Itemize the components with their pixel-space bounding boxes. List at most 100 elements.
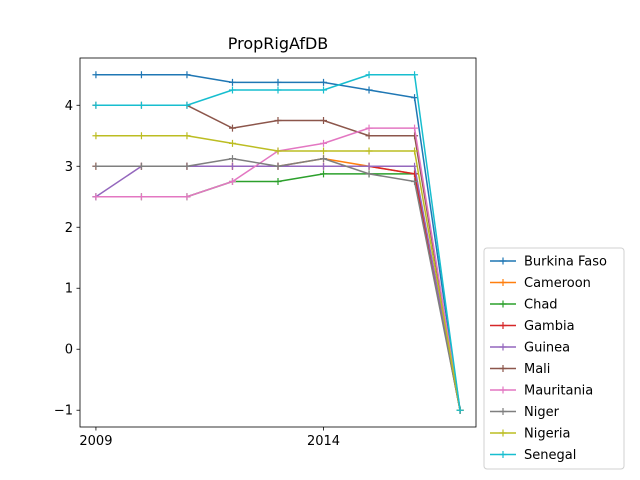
legend-label: Chad	[524, 298, 558, 313]
legend-item-guinea: Guinea	[490, 341, 570, 356]
legend-label: Burkina Faso	[524, 255, 607, 270]
axes: 2009 2014 −1 0 1 2 3 4	[54, 57, 477, 449]
series-line-chad	[95, 173, 461, 411]
legend-marker	[499, 322, 507, 329]
legend-marker	[499, 386, 507, 394]
legend-marker	[499, 365, 507, 372]
y-tick-label: 1	[65, 282, 73, 297]
y-tick-label: 4	[65, 99, 73, 114]
data-point	[92, 132, 100, 140]
data-point	[411, 170, 419, 178]
data-point	[274, 78, 282, 86]
data-point	[365, 162, 373, 170]
axes-frame	[79, 57, 477, 428]
legend-label: Gambia	[524, 319, 575, 334]
series-line-mauritania	[95, 127, 461, 411]
data-point	[183, 132, 191, 140]
data-point	[137, 101, 145, 109]
chart-title: PropRigAfDB	[228, 34, 329, 53]
plot-area	[92, 71, 464, 414]
x-tick-label: 2009	[79, 434, 112, 449]
series-senegal	[92, 71, 464, 414]
data-point	[183, 71, 191, 79]
data-point	[228, 139, 236, 147]
legend-item-nigeria: Nigeria	[490, 427, 571, 442]
legend-label: Senegal	[524, 448, 576, 463]
data-point	[137, 132, 145, 140]
series-chad	[92, 170, 464, 414]
legend-item-mauritania: Mauritania	[490, 384, 593, 399]
data-point	[320, 162, 328, 170]
data-point	[274, 162, 282, 170]
data-point	[137, 162, 145, 170]
legend-item-mali: Mali	[490, 362, 550, 377]
legend-marker	[499, 451, 507, 458]
data-point	[137, 71, 145, 79]
data-point	[320, 117, 328, 125]
data-point	[365, 132, 373, 140]
legend-label: Mali	[524, 362, 550, 377]
series-line-burkina-faso	[95, 74, 461, 411]
series-line-nigeria	[95, 135, 461, 411]
legend-marker	[499, 257, 507, 265]
data-point	[365, 170, 373, 178]
data-point	[411, 71, 419, 79]
data-point	[320, 86, 328, 94]
data-point	[411, 178, 419, 186]
legend-label: Guinea	[524, 341, 570, 356]
data-point	[456, 406, 464, 414]
data-point	[228, 162, 236, 170]
y-tick-label: 3	[65, 160, 73, 175]
data-point	[228, 178, 236, 186]
legend-item-cameroon: Cameroon	[490, 276, 591, 291]
data-point	[228, 155, 236, 163]
legend-label: Niger	[524, 405, 560, 420]
legend-item-chad: Chad	[490, 298, 558, 313]
data-point	[228, 78, 236, 86]
series-line-senegal	[95, 74, 461, 411]
data-point	[228, 124, 236, 132]
data-point	[228, 86, 236, 94]
series-nigeria	[92, 132, 464, 414]
data-point	[92, 101, 100, 109]
data-point	[183, 162, 191, 170]
legend-label: Nigeria	[524, 427, 571, 442]
series-cameroon	[92, 155, 464, 414]
y-tick-label: 0	[65, 343, 73, 358]
data-point	[183, 101, 191, 109]
legend-item-senegal: Senegal	[490, 448, 576, 463]
data-point	[411, 94, 419, 102]
data-point	[411, 132, 419, 140]
legend-label: Cameroon	[524, 276, 591, 291]
legend: Burkina Faso Cameroon Chad Gambia Guinea Mali…	[483, 247, 625, 470]
legend-marker	[499, 279, 507, 286]
legend-marker	[499, 429, 507, 437]
legend-label: Mauritania	[524, 384, 593, 399]
data-point	[320, 78, 328, 86]
data-point	[365, 86, 373, 94]
series-guinea	[92, 162, 464, 414]
data-point	[92, 162, 100, 170]
data-point	[320, 155, 328, 163]
series-line-gambia	[95, 165, 461, 411]
data-point	[320, 170, 328, 178]
data-point	[365, 71, 373, 79]
y-tick-label: −1	[54, 404, 73, 419]
data-point	[365, 147, 373, 155]
data-point	[320, 147, 328, 155]
legend-marker	[499, 343, 507, 351]
legend-marker	[499, 408, 507, 415]
data-point	[92, 193, 100, 201]
data-point	[411, 147, 419, 155]
legend-box	[483, 247, 625, 470]
data-point	[320, 139, 328, 147]
data-point	[274, 147, 282, 155]
x-tick-label: 2014	[307, 434, 340, 449]
series-gambia	[92, 162, 464, 414]
data-point	[137, 193, 145, 201]
data-point	[365, 124, 373, 132]
series-line-guinea	[95, 165, 461, 411]
series-niger	[92, 155, 464, 414]
data-point	[274, 117, 282, 125]
